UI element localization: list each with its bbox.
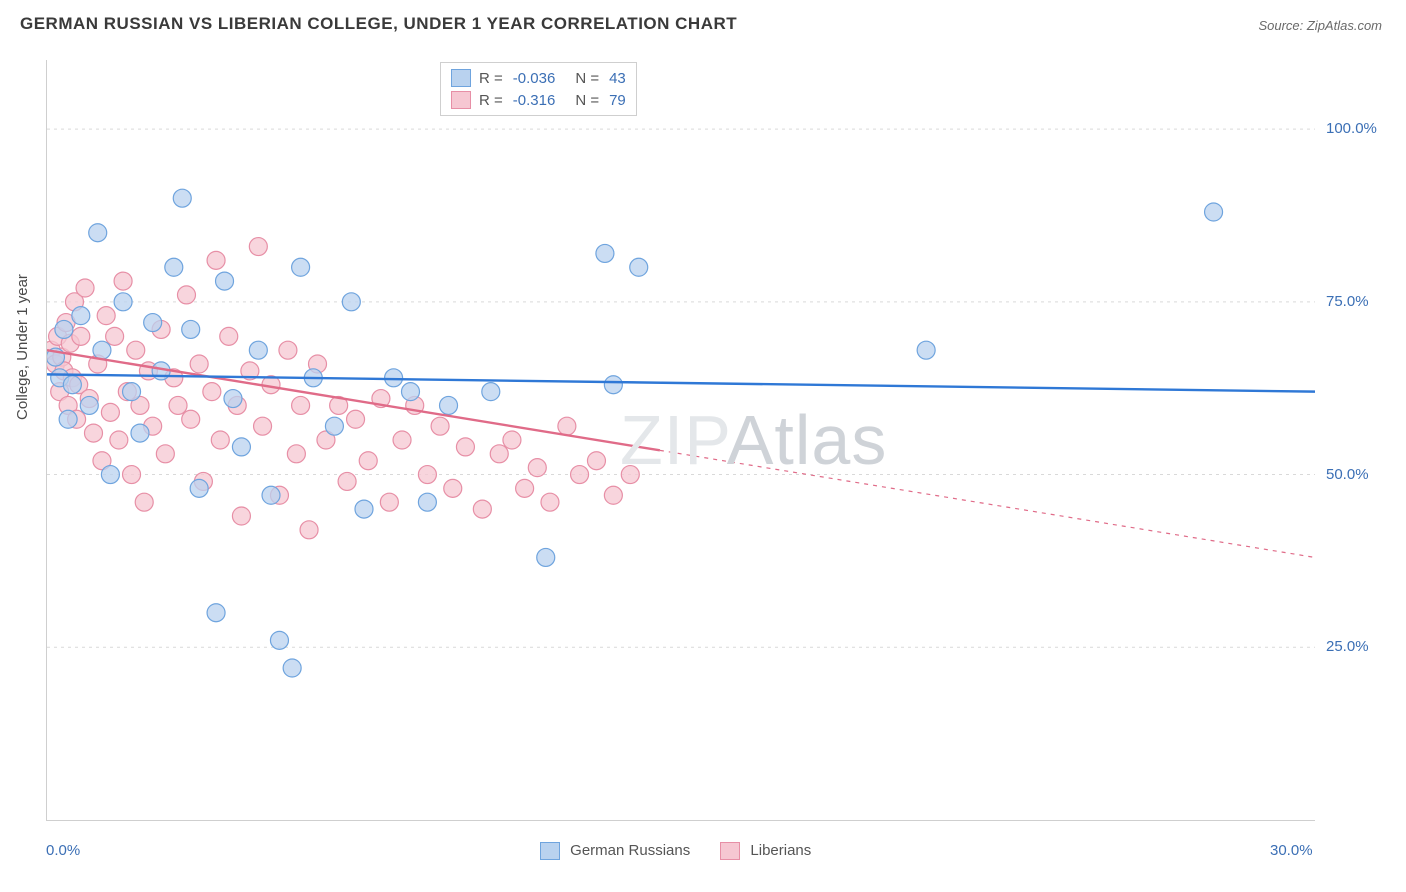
legend-row-liberian: R = -0.316 N = 79 [451, 89, 626, 111]
legend-item-german: German Russians [540, 842, 690, 860]
legend-swatch-german [451, 69, 471, 87]
y-tick-label: 100.0% [1326, 120, 1377, 137]
series-legend: German Russians Liberians [540, 842, 811, 860]
r-label: R = [479, 92, 503, 109]
legend-row-german: R = -0.036 N = 43 [451, 67, 626, 89]
correlation-legend: R = -0.036 N = 43 R = -0.316 N = 79 [440, 62, 637, 116]
chart-title: GERMAN RUSSIAN VS LIBERIAN COLLEGE, UNDE… [20, 14, 737, 34]
y-tick-label: 25.0% [1326, 638, 1369, 655]
legend-label-liberian: Liberians [750, 842, 811, 859]
legend-swatch-liberian [451, 91, 471, 109]
y-tick-label: 75.0% [1326, 293, 1369, 310]
legend-label-german: German Russians [570, 842, 690, 859]
r-label: R = [479, 70, 503, 87]
n-label: N = [575, 70, 599, 87]
y-tick-label: 50.0% [1326, 466, 1369, 483]
x-tick-label: 0.0% [46, 842, 80, 859]
n-value-german: 43 [609, 70, 626, 87]
r-value-german: -0.036 [513, 70, 556, 87]
x-tick-label: 30.0% [1270, 842, 1313, 859]
n-value-liberian: 79 [609, 92, 626, 109]
source-label: Source: ZipAtlas.com [1258, 18, 1382, 33]
y-axis-label: College, Under 1 year [14, 274, 31, 420]
n-label: N = [575, 92, 599, 109]
chart-container: GERMAN RUSSIAN VS LIBERIAN COLLEGE, UNDE… [0, 0, 1406, 892]
legend-swatch-liberian [720, 842, 740, 860]
legend-swatch-german [540, 842, 560, 860]
r-value-liberian: -0.316 [513, 92, 556, 109]
scatter-plot [46, 60, 1315, 821]
legend-item-liberian: Liberians [720, 842, 811, 860]
